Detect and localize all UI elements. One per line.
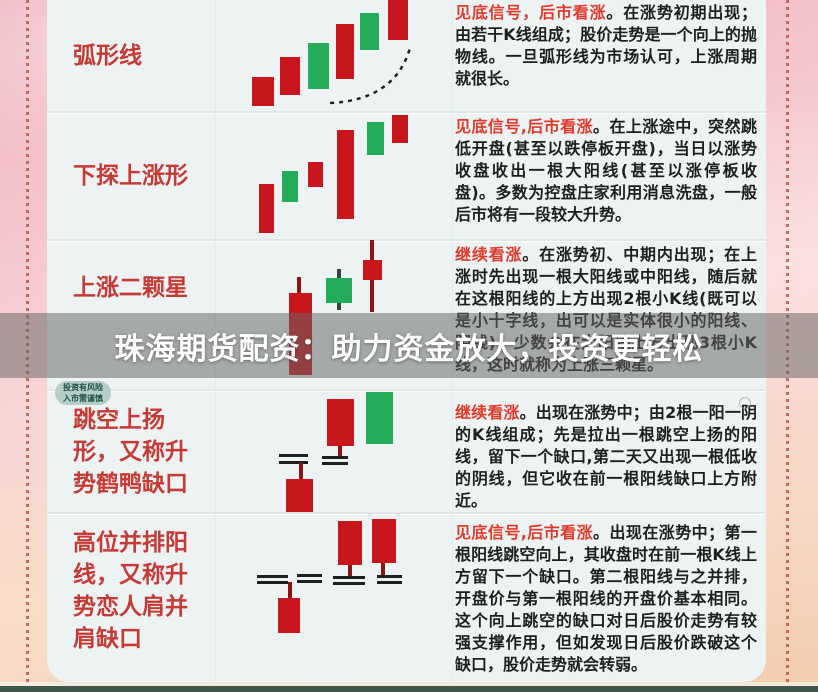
description-text: 。出现在涨势中；第一根阳线跳空向上，其收盘时在前一根K线上方留下一个缺口。第二根…	[455, 523, 757, 674]
pattern-row: 下探上涨形 见底信号,后市看涨。在上涨途中，突然跳低开盘(甚至以跌停板开盘)，当…	[47, 112, 766, 240]
bottom-cream-strip	[0, 682, 818, 686]
row-divider	[47, 512, 766, 514]
gap-mark	[377, 575, 402, 578]
description-text: 。出现在涨势中；由2根一阳一阴的K线组成；先是拉出一根跳空上扬的阳线，留下一个缺…	[455, 403, 757, 510]
gap-mark	[279, 461, 308, 464]
gap-mark	[322, 462, 348, 465]
bullish-candle	[308, 162, 323, 187]
risk-badge-line1: 投资有风险	[63, 383, 103, 392]
row-divider	[47, 239, 766, 241]
bottom-bar	[0, 686, 818, 692]
pattern-row: 跳空上扬形，又称升势鹤鸭缺口 继续看涨。出现在涨势中；由2根一阳一阴的K线组成；…	[47, 390, 766, 513]
risk-warning-badge: 投资有风险 入市需谨慎	[55, 381, 111, 405]
bearish-candle	[282, 171, 298, 202]
bullish-candle	[286, 479, 313, 512]
gap-mark	[297, 574, 322, 577]
pattern-name: 高位并排阳线，又称升势恋人肩并肩缺口	[73, 530, 188, 652]
bearish-candle	[360, 13, 379, 50]
pattern-row: 弧形线 见底信号，后市看涨。在涨势初期出现；由若干K线组成；股价走势是一个向上的…	[47, 0, 766, 112]
bullish-candle	[372, 519, 396, 563]
row-divider	[47, 111, 766, 113]
signal-highlight: 见底信号，后市看涨	[455, 3, 607, 22]
risk-badge-line2: 入市需谨慎	[63, 394, 103, 403]
bullish-candle	[336, 24, 354, 79]
candlestick-chart-parallel-bullish	[257, 519, 402, 633]
bearish-candle	[367, 122, 384, 155]
signal-highlight: 继续看涨	[455, 245, 523, 264]
bearish-candle	[366, 392, 393, 444]
gap-mark	[279, 454, 308, 457]
gap-mark	[333, 582, 365, 585]
gap-mark	[257, 581, 288, 584]
pattern-name: 下探上涨形	[73, 163, 188, 189]
signal-highlight: 见底信号,后市看涨	[455, 523, 594, 542]
bullish-candle	[280, 57, 300, 95]
bullish-candle	[327, 399, 354, 446]
gap-mark	[333, 576, 365, 579]
gap-mark	[322, 456, 348, 459]
bearish-candle	[308, 43, 329, 89]
pattern-description: 见底信号，后市看涨。在涨势初期出现；由若干K线组成；股价走势是一个向上的抛物线。…	[455, 2, 757, 90]
big-bullish-candle	[337, 130, 354, 219]
row-divider	[47, 389, 766, 391]
bullish-candle	[392, 115, 408, 143]
pattern-description: 继续看涨。出现在涨势中；由2根一阳一阴的K线组成；先是拉出一根跳空上扬的阳线，留…	[455, 402, 757, 512]
gap-mark	[297, 580, 322, 583]
candlestick-chart-gap-up	[279, 392, 393, 512]
bullish-candle	[259, 184, 274, 233]
trend-arc	[329, 47, 412, 105]
description-text: 。在涨势初期出现；由若干K线组成；股价走势是一个向上的抛物线。一旦弧形线为市场认…	[455, 3, 757, 88]
candlestick-chart-arc-line	[252, 0, 412, 106]
gap-mark	[257, 575, 288, 578]
small-bearish-candle	[326, 278, 352, 303]
pattern-name: 弧形线	[73, 43, 142, 69]
watermark-text: 珠海期货配资：助力资金放大，投资更轻松	[114, 331, 704, 367]
small-bullish-candle	[363, 260, 382, 280]
pattern-name: 跳空上扬形，又称升势鹤鸭缺口	[73, 406, 188, 497]
signal-highlight: 继续看涨	[455, 403, 520, 422]
bullish-candle	[388, 0, 408, 40]
watermark-banner: 珠海期货配资：助力资金放大，投资更轻松	[0, 313, 818, 378]
pattern-description: 见底信号,后市看涨。出现在涨势中；第一根阳线跳空向上，其收盘时在前一根K线上方留…	[455, 522, 757, 676]
bullish-candle	[252, 77, 274, 106]
bullish-candle	[338, 521, 362, 565]
description-text: 。在上涨途中，突然跳低开盘(甚至以跌停板开盘)，当日以涨势收盘收出一根大阳线(甚…	[455, 117, 757, 224]
signal-highlight: 见底信号,后市看涨	[455, 117, 594, 136]
bullish-candle	[278, 598, 300, 633]
pattern-name: 上涨二颗星	[73, 275, 188, 301]
info-icon	[739, 397, 751, 409]
gap-mark	[377, 581, 402, 584]
candlestick-chart-probe-rise	[259, 115, 408, 233]
pattern-description: 见底信号,后市看涨。在上涨途中，突然跳低开盘(甚至以跌停板开盘)，当日以涨势收盘…	[455, 116, 757, 226]
pattern-row: 高位并排阳线，又称升势恋人肩并肩缺口 见底信号,后市看涨。出现在涨势中；第一根阳…	[47, 513, 766, 682]
